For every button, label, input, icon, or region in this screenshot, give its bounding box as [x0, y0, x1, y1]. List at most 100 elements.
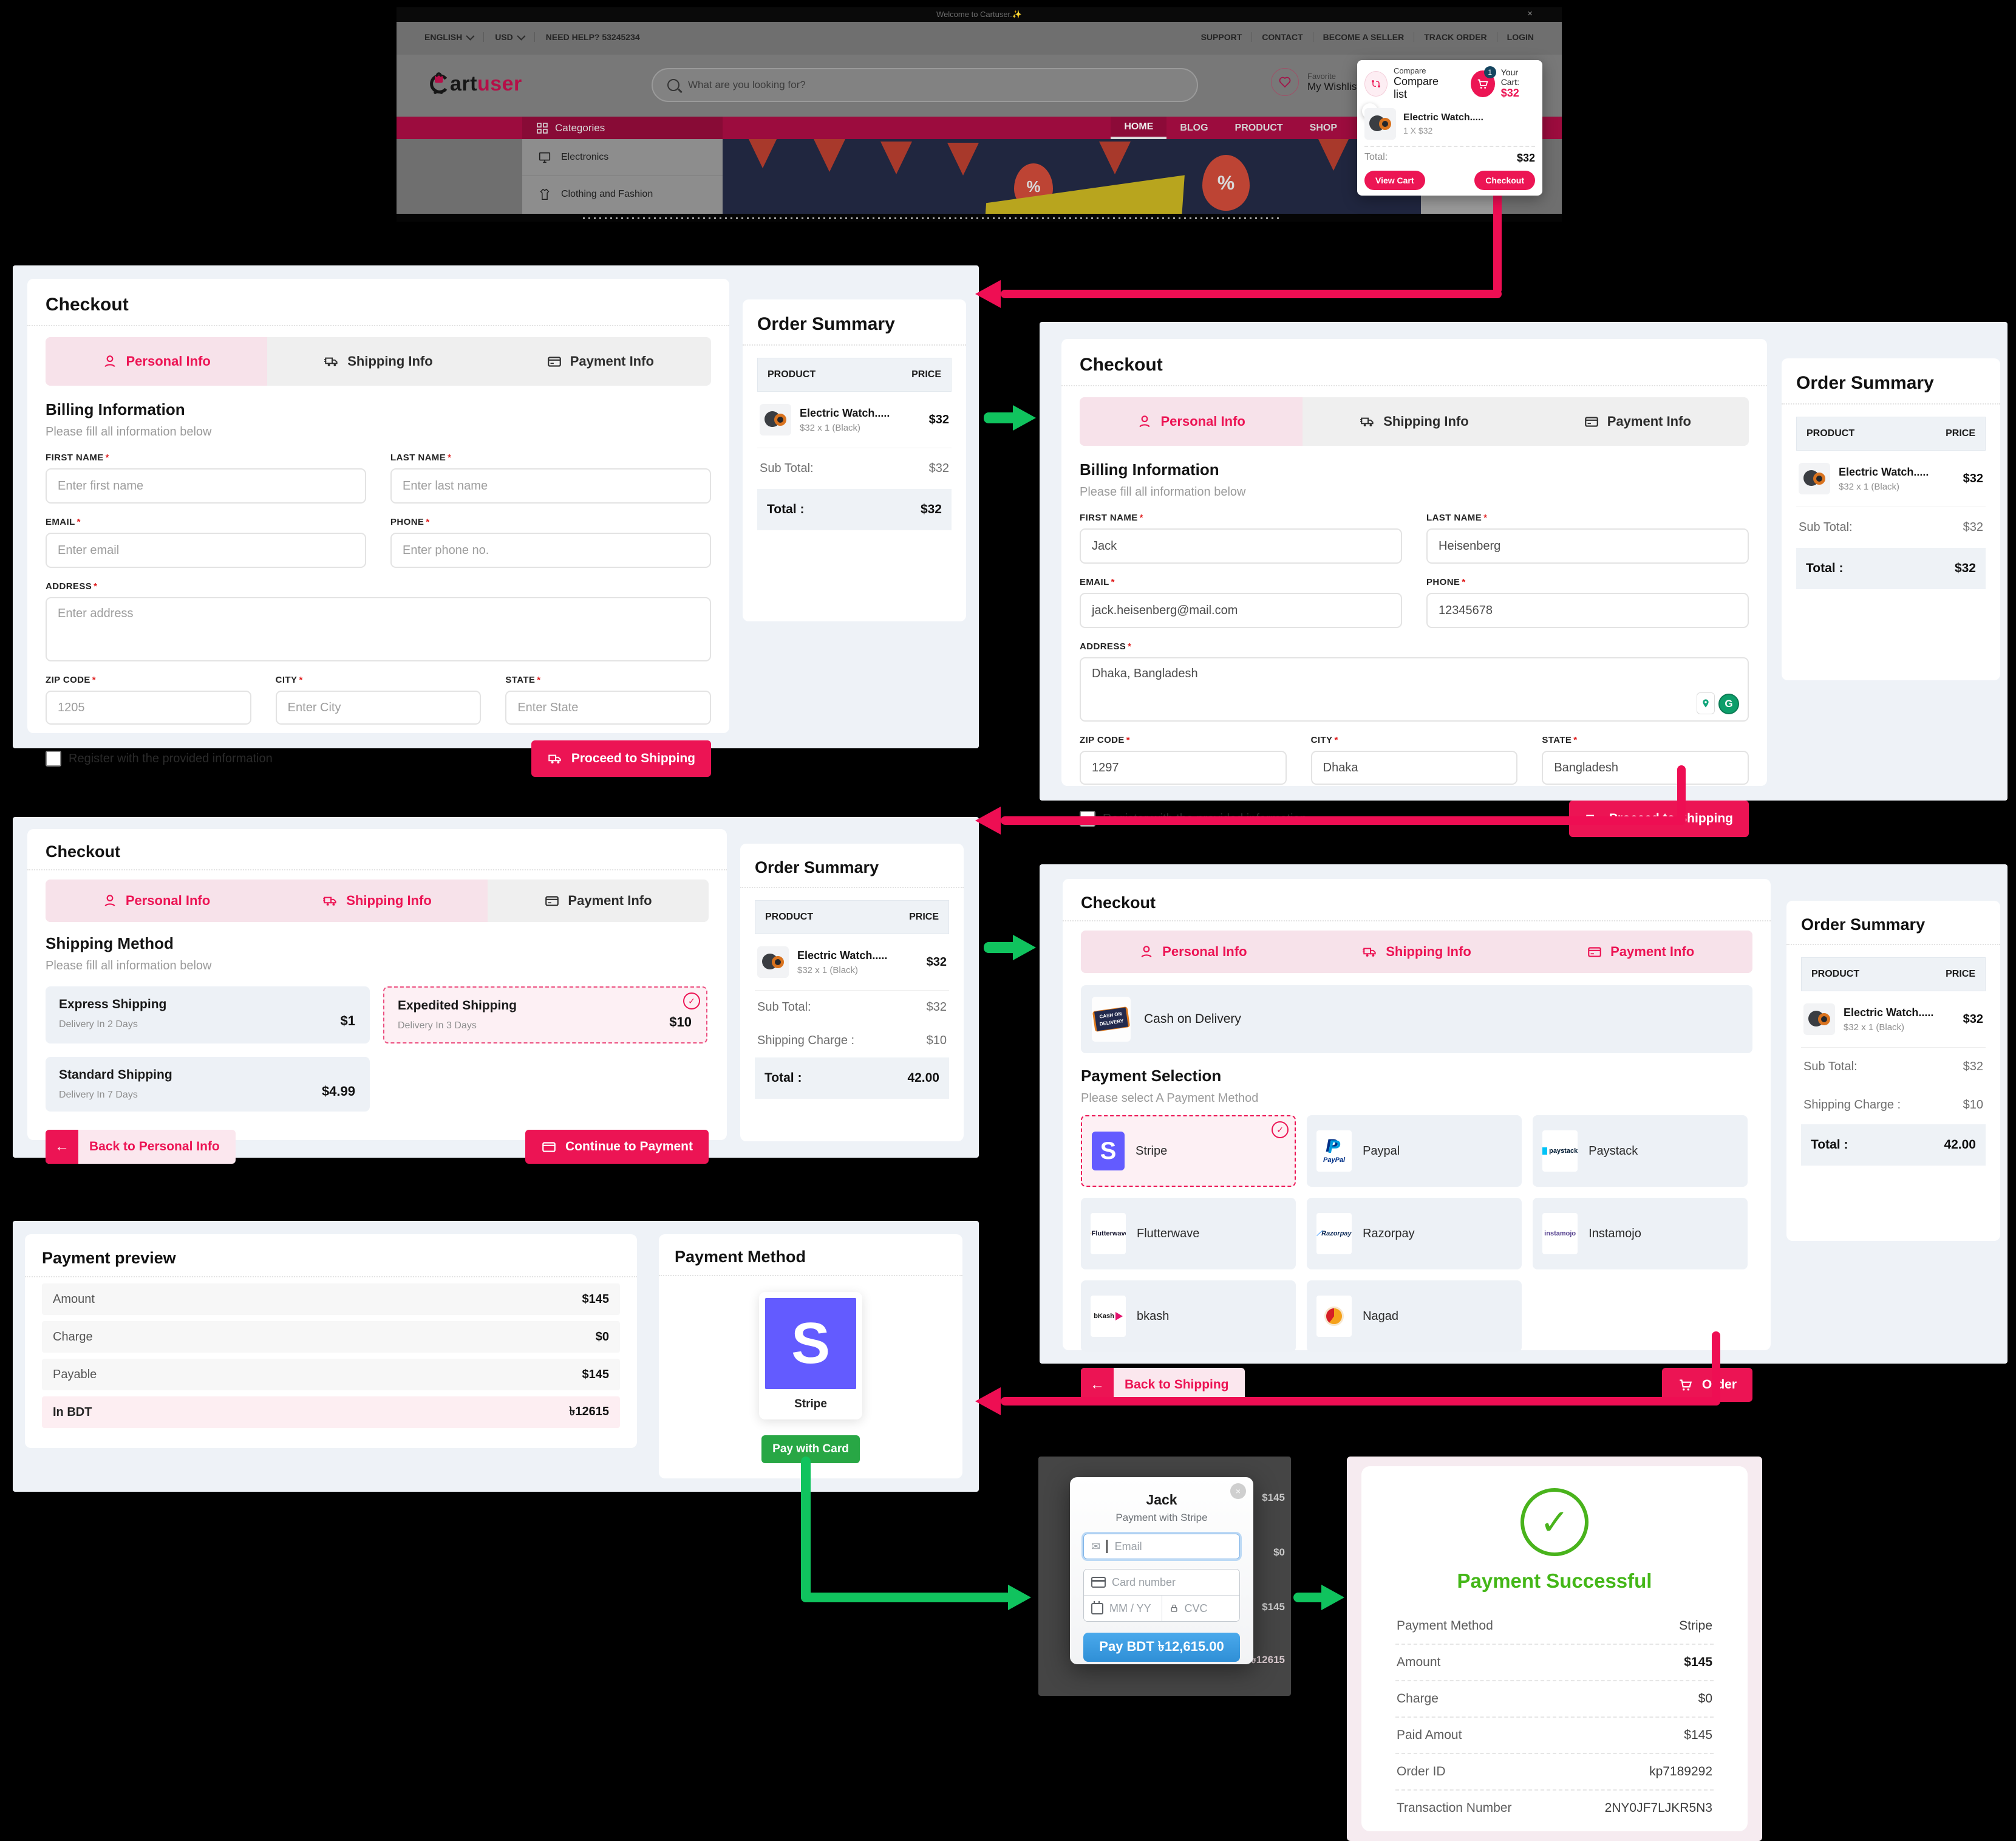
payment-method-stripe[interactable]: ✓ S Stripe	[1081, 1115, 1296, 1187]
compare-label[interactable]: Compare Compare list	[1394, 66, 1439, 100]
cart-amount: $32	[1500, 87, 1519, 99]
payment-method-razorpay[interactable]: ⟋Razorpay Razorpay	[1307, 1198, 1522, 1269]
topbar-link-contact[interactable]: CONTACT	[1262, 32, 1303, 42]
location-pin-icon[interactable]	[1697, 692, 1715, 714]
tab-personal-info[interactable]: Personal Info	[1081, 931, 1305, 973]
close-icon[interactable]: ×	[1230, 1483, 1246, 1499]
close-icon[interactable]: ×	[1527, 9, 1533, 19]
city-input[interactable]: Enter City	[275, 691, 482, 725]
arrowhead-right-icon	[1321, 1585, 1344, 1610]
checkout-button[interactable]: Checkout	[1474, 171, 1535, 190]
tab-shipping-info[interactable]: Shipping Info	[1303, 397, 1525, 446]
tab-payment-info[interactable]: Payment Info	[1528, 931, 1752, 973]
nav-item-product[interactable]: PRODUCT	[1234, 122, 1283, 133]
tab-personal-info[interactable]: Personal Info	[1080, 397, 1303, 446]
topbar-link-become-a-seller[interactable]: BECOME A SELLER	[1323, 32, 1405, 42]
email-input[interactable]: Enter email	[46, 533, 366, 568]
cartuser-logo[interactable]: art user	[426, 72, 522, 96]
tab-shipping-info[interactable]: Shipping Info	[267, 337, 489, 386]
product-thumbnail	[1803, 1003, 1835, 1035]
address-input[interactable]: Dhaka, Bangladesh G	[1080, 657, 1749, 722]
tab-payment-info[interactable]: Payment Info	[489, 337, 711, 386]
language-dropdown[interactable]: ENGLISH	[424, 32, 475, 42]
payment-method-paypal[interactable]: P PayPal Paypal	[1307, 1115, 1522, 1187]
tab-personal-info[interactable]: Personal Info	[46, 337, 268, 386]
card-number-input[interactable]: Card number	[1084, 1569, 1239, 1595]
currency-dropdown[interactable]: USD	[495, 32, 526, 42]
bunting-flag	[1318, 139, 1349, 171]
state-input[interactable]: Bangladesh	[1542, 751, 1749, 785]
state-input[interactable]: Enter State	[505, 691, 712, 725]
category-item-electronics[interactable]: Electronics	[522, 139, 723, 176]
city-input[interactable]: Dhaka	[1310, 751, 1518, 785]
flow-arrow-proceed-to-shipping	[1677, 765, 1686, 825]
phone-input[interactable]: Enter phone no.	[390, 533, 711, 568]
nav-item-home[interactable]: HOME	[1111, 117, 1167, 139]
grid-icon	[537, 122, 548, 134]
tab-shipping-info[interactable]: Shipping Info	[267, 880, 488, 922]
field-label: CITY *	[1310, 735, 1338, 745]
google-location-icon[interactable]: G	[1718, 694, 1739, 714]
phone-input[interactable]: 12345678	[1426, 593, 1749, 628]
shipping-option-standard[interactable]: Standard Shipping Delivery In 7 Days $4.…	[46, 1057, 370, 1112]
zip-input[interactable]: 1205	[46, 691, 251, 725]
compare-icon[interactable]	[1364, 70, 1388, 97]
expiry-input[interactable]: MM / YY	[1084, 1596, 1162, 1621]
checkout-step1-screen: Checkout Personal Info Shipping Info Pay…	[13, 265, 979, 777]
payment-method-flutterwave[interactable]: ~Flutterwave Flutterwave	[1081, 1198, 1296, 1269]
bunting-flag	[880, 142, 912, 174]
continue-to-payment-button[interactable]: Continue to Payment	[525, 1130, 709, 1164]
instamojo-logo: instamojo	[1542, 1213, 1578, 1254]
topbar-link-login[interactable]: LOGIN	[1507, 32, 1534, 42]
payment-method-instamojo[interactable]: instamojo Instamojo	[1533, 1198, 1748, 1269]
wishlist-button[interactable]: Favorite My Wishlist	[1271, 68, 1360, 96]
divider	[743, 344, 966, 346]
nav-item-blog[interactable]: BLOG	[1180, 122, 1208, 133]
cvc-input[interactable]: CVC	[1161, 1596, 1239, 1621]
payment-method-bkash[interactable]: bKash bkash	[1081, 1280, 1296, 1352]
tab-personal-info[interactable]: Personal Info	[46, 880, 267, 922]
topbar-link-track-order[interactable]: TRACK ORDER	[1424, 32, 1487, 42]
register-checkbox-row[interactable]: Register with the provided information	[46, 751, 273, 767]
bunting-flag	[747, 139, 778, 168]
payment-method-paystack[interactable]: paystack Paystack	[1533, 1115, 1748, 1187]
first-name-input[interactable]: Jack	[1080, 528, 1402, 564]
checkout-card: Checkout Personal Info Shipping Info Pay…	[27, 279, 729, 777]
categories-button[interactable]: Categories	[522, 117, 723, 139]
back-to-shipping-button[interactable]: ← Back to Shipping	[1081, 1368, 1245, 1402]
payment-method-nagad[interactable]: Nagad	[1307, 1280, 1522, 1352]
shipping-option-expedited[interactable]: ✓ Expedited Shipping Delivery In 3 Days …	[383, 986, 707, 1043]
cart-button[interactable]: 1	[1471, 66, 1496, 97]
divider	[1364, 146, 1535, 147]
preview-row-payable: Payable $145	[42, 1359, 620, 1390]
back-to-personal-info-button[interactable]: ← Back to Personal Info	[46, 1130, 236, 1164]
modal-subtitle: Payment with Stripe	[1115, 1512, 1208, 1523]
nav-item-shop[interactable]: SHOP	[1309, 122, 1337, 133]
checkout-steps-tabs: Personal Info Shipping Info Payment Info	[1081, 931, 1752, 973]
stripe-method-tile[interactable]: S Stripe	[759, 1292, 862, 1419]
proceed-to-shipping-button[interactable]: Proceed to Shipping	[531, 740, 711, 777]
address-input[interactable]: Enter address	[46, 597, 711, 661]
tab-shipping-info[interactable]: Shipping Info	[1304, 931, 1529, 973]
field-label: FIRST NAME *	[46, 453, 109, 463]
topbar-link-support[interactable]: SUPPORT	[1200, 32, 1242, 42]
tab-payment-info[interactable]: Payment Info	[488, 880, 709, 922]
checkbox[interactable]	[46, 751, 61, 767]
cash-on-delivery-option[interactable]: CASH ON DELIVERY Cash on Delivery	[1081, 985, 1752, 1053]
last-name-input[interactable]: Enter last name	[390, 468, 711, 504]
zip-input[interactable]: 1297	[1080, 751, 1287, 785]
email-input[interactable]: ✉ Email	[1083, 1534, 1240, 1559]
email-input[interactable]: jack.heisenberg@mail.com	[1080, 593, 1402, 628]
view-cart-button[interactable]: View Cart	[1364, 171, 1425, 190]
pay-bdt-button[interactable]: Pay BDT ৳12,615.00	[1083, 1633, 1240, 1662]
tab-payment-info[interactable]: Payment Info	[1526, 397, 1749, 446]
checkout-card: Checkout Personal Info Shipping Info Pay…	[1063, 879, 1771, 1402]
search-input[interactable]: What are you looking for?	[652, 68, 1198, 102]
divider	[1786, 944, 2000, 945]
shipping-option-express[interactable]: Express Shipping Delivery In 2 Days $1	[46, 986, 370, 1043]
last-name-input[interactable]: Heisenberg	[1426, 528, 1749, 564]
pay-with-card-button[interactable]: Pay with Card	[761, 1435, 860, 1463]
category-item-clothing[interactable]: Clothing and Fashion	[522, 176, 723, 213]
welcome-text: Welcome to Cartuser.✨	[936, 10, 1022, 19]
first-name-input[interactable]: Enter first name	[46, 468, 366, 504]
